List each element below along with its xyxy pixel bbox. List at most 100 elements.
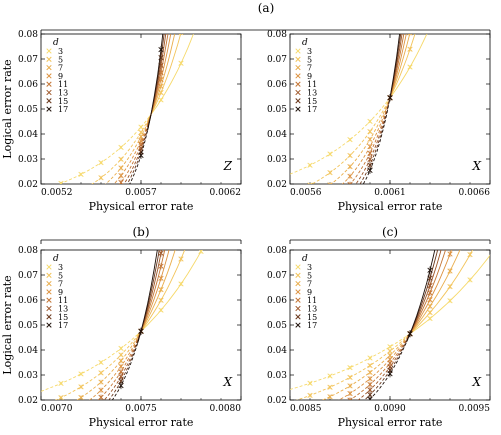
marker-d5 — [158, 297, 164, 303]
fit-curve-dashed-d5 — [54, 331, 142, 400]
marker-d15 — [448, 190, 453, 195]
marker-d15 — [59, 225, 64, 230]
marker-d13 — [179, 114, 184, 119]
series-d7 — [327, 34, 413, 184]
marker-d5 — [307, 392, 313, 399]
series-d11 — [97, 250, 166, 400]
marker-d3 — [367, 118, 373, 124]
marker-d5 — [79, 188, 84, 193]
x-tick-label: 0.0052 — [41, 188, 73, 198]
marker-d11 — [98, 394, 104, 400]
fit-curve-dashed-d3 — [57, 114, 152, 184]
legend-label-d7: 7 — [58, 64, 63, 73]
marker-d7 — [219, 18, 224, 23]
marker-d3 — [447, 298, 453, 304]
x-axis-label: Physical error rate — [338, 416, 443, 429]
marker-d5 — [219, 127, 224, 132]
marker-d5 — [178, 34, 181, 36]
marker-d7 — [79, 199, 84, 204]
marker-d13 — [448, 213, 453, 218]
marker-d3 — [118, 345, 124, 352]
marker-d3 — [427, 315, 433, 322]
marker-d7 — [327, 182, 330, 184]
marker-d7 — [407, 34, 410, 36]
marker-d3 — [178, 60, 184, 66]
marker-d17 — [79, 427, 84, 432]
x-tick-label: 0.0057 — [125, 188, 157, 198]
x-tick-label: 0.0095 — [459, 404, 491, 414]
marker-d11 — [347, 397, 351, 400]
plot-frame — [40, 249, 242, 401]
marker-d13 — [59, 223, 64, 228]
marker-d11 — [118, 179, 124, 184]
fit-curve-dashed-d17 — [129, 114, 152, 184]
marker-d11 — [308, 418, 313, 423]
series-d3 — [290, 34, 428, 175]
marker-d3 — [347, 365, 353, 371]
fit-curve-solid-d15 — [389, 34, 402, 98]
series-d5 — [59, 34, 184, 203]
series-group — [290, 152, 490, 423]
marker-d9 — [199, 70, 204, 75]
marker-d3 — [178, 281, 184, 287]
series-d9 — [79, 34, 172, 211]
series-d3 — [57, 34, 194, 184]
y-tick-label: 0.08 — [18, 30, 38, 40]
marker-d9 — [99, 194, 104, 199]
marker-d13 — [308, 216, 313, 221]
marker-d7 — [99, 186, 104, 191]
marker-d3 — [58, 380, 64, 387]
marker-d17 — [448, 166, 453, 171]
legend-title: d — [53, 38, 59, 48]
legend-marker-d5 — [46, 56, 52, 62]
marker-d13 — [448, 213, 453, 218]
legend-marker-d7 — [46, 64, 52, 71]
marker-d7 — [199, 143, 204, 148]
marker-d7 — [327, 394, 333, 400]
marker-d13 — [348, 189, 353, 194]
marker-d11 — [367, 150, 373, 156]
marker-d3 — [78, 371, 84, 377]
marker-d15 — [448, 190, 453, 195]
marker-d17 — [367, 167, 373, 173]
legend-marker-d13 — [46, 305, 52, 312]
marker-d9 — [59, 415, 64, 420]
marker-d5 — [199, 202, 204, 207]
marker-d9 — [98, 387, 104, 393]
marker-d5 — [407, 46, 413, 52]
group-header-c: (c) — [289, 225, 491, 244]
series-d17 — [367, 166, 453, 400]
legend-marker-d3 — [295, 48, 301, 54]
marker-d3 — [219, 208, 224, 213]
marker-d5 — [98, 370, 104, 376]
marker-d7 — [158, 83, 164, 89]
fit-curve-solid-d11 — [137, 250, 166, 340]
marker-d17 — [59, 227, 64, 232]
series-group — [290, 34, 428, 221]
marker-d5 — [78, 384, 84, 390]
legend-marker-d5 — [295, 272, 301, 278]
legend-label-d11: 11 — [307, 80, 317, 89]
marker-d13 — [59, 223, 64, 228]
marker-d9 — [79, 206, 84, 211]
marker-d3 — [307, 380, 313, 386]
marker-d7 — [78, 394, 84, 400]
marker-d5 — [327, 170, 333, 176]
marker-d5 — [59, 198, 64, 203]
legend-label-d3: 3 — [307, 47, 312, 56]
marker-d7 — [468, 223, 473, 228]
legend-marker-d17 — [295, 322, 301, 328]
fit-curve-solid-d3 — [147, 34, 194, 120]
fit-curve-solid-d11 — [389, 34, 405, 98]
marker-d11 — [468, 152, 473, 157]
marker-d11 — [349, 181, 353, 184]
y-tick-label: 0.03 — [267, 155, 287, 165]
x-axis-label: Physical error rate — [89, 416, 194, 429]
plot-frame — [40, 33, 242, 185]
marker-d11 — [79, 212, 84, 217]
legend-label-d17: 17 — [58, 105, 68, 114]
marker-d3 — [307, 162, 313, 168]
marker-d17 — [179, 6, 184, 11]
legend-label-d3: 3 — [58, 47, 63, 56]
